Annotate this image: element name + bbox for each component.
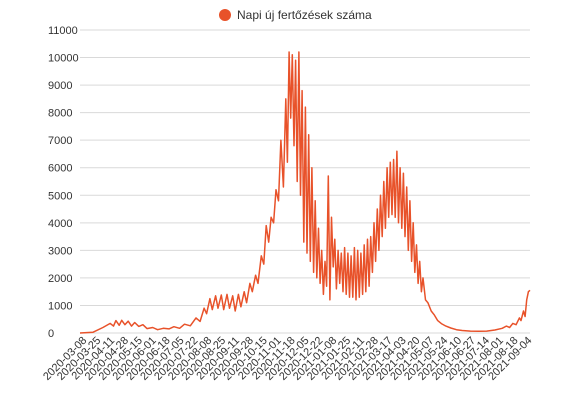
- y-tick-label: 7000: [48, 135, 72, 147]
- y-tick-label: 1000: [48, 300, 72, 312]
- y-tick-label: 8000: [48, 108, 72, 120]
- y-tick-label: 5000: [48, 190, 72, 202]
- x-axis-ticks: 2020-03-082020-03-252020-04-112020-04-28…: [41, 335, 534, 383]
- y-tick-label: 11000: [48, 25, 78, 37]
- y-tick-label: 3000: [48, 245, 72, 257]
- legend: Napi új fertőzések száma: [219, 8, 372, 22]
- y-tick-label: 0: [48, 328, 54, 340]
- legend-label: Napi új fertőzések száma: [237, 8, 372, 22]
- legend-marker: [219, 9, 231, 21]
- y-tick-label: 4000: [48, 218, 72, 230]
- y-tick-label: 10000: [48, 53, 79, 65]
- series-line: [79, 51, 531, 334]
- y-tick-label: 9000: [48, 80, 72, 92]
- y-axis-ticks: 0 1000 2000 3000 4000 5000 6000 7000 8000 9000 100…: [48, 25, 79, 340]
- y-tick-label: 6000: [48, 163, 72, 175]
- y-tick-label: 2000: [48, 273, 72, 285]
